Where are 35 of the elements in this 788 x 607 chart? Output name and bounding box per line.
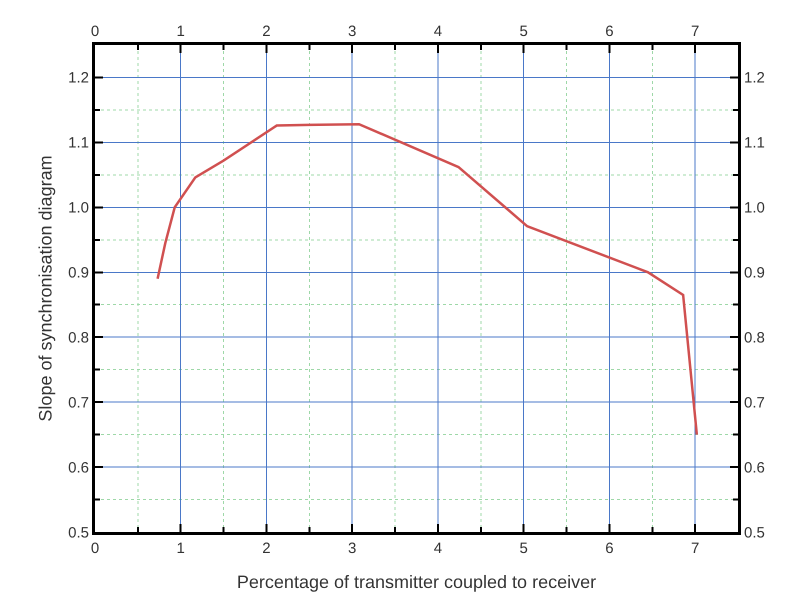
y-tick-label: 0.6 bbox=[68, 459, 89, 476]
y2-tick-label: 1.1 bbox=[744, 134, 765, 152]
x2-tick-label: 2 bbox=[262, 540, 271, 557]
line-series bbox=[156, 122, 698, 436]
y2-tick-label: 0.6 bbox=[744, 459, 765, 476]
x-tick-label: 3 bbox=[348, 23, 356, 40]
y2-tick-label: 0.7 bbox=[744, 394, 765, 412]
x-tick-label: 0 bbox=[90, 23, 100, 40]
x-axis-title: Percentage of transmitter coupled to receiver bbox=[236, 572, 596, 592]
y-tick-label: 0.5 bbox=[68, 524, 89, 542]
x-tick-label: 4 bbox=[434, 23, 442, 40]
x2-tick-label: 4 bbox=[434, 540, 442, 557]
y-tick-label: 0.9 bbox=[68, 264, 89, 282]
y2-tick-label: 0.5 bbox=[744, 524, 765, 542]
y-tick-label: 1.1 bbox=[68, 134, 89, 152]
x2-tick-label: 7 bbox=[690, 540, 700, 557]
x2-tick-label: 3 bbox=[348, 540, 356, 557]
y-tick-label: 1.2 bbox=[68, 70, 89, 87]
y-axis-title: Slope of synchronisation diagram bbox=[35, 155, 56, 422]
y2-tick-label: 1.0 bbox=[744, 200, 765, 217]
x2-tick-label: 0 bbox=[90, 540, 100, 557]
y2-tick-label: 1.2 bbox=[744, 70, 765, 87]
x2-tick-label: 1 bbox=[176, 540, 185, 557]
y2-tick-label: 0.8 bbox=[744, 329, 765, 346]
x-tick-label: 5 bbox=[520, 23, 528, 40]
x2-tick-label: 6 bbox=[605, 540, 614, 557]
x-tick-label: 7 bbox=[690, 23, 700, 40]
y-tick-label: 0.7 bbox=[68, 394, 89, 412]
x-tick-label: 6 bbox=[605, 23, 614, 40]
x-tick-label: 1 bbox=[176, 23, 185, 40]
y-tick-label: 1.0 bbox=[68, 200, 89, 217]
x-tick-label: 2 bbox=[262, 23, 271, 40]
x2-tick-label: 5 bbox=[520, 540, 528, 557]
y-tick-label: 0.8 bbox=[68, 329, 89, 346]
y2-tick-label: 0.9 bbox=[744, 264, 765, 282]
